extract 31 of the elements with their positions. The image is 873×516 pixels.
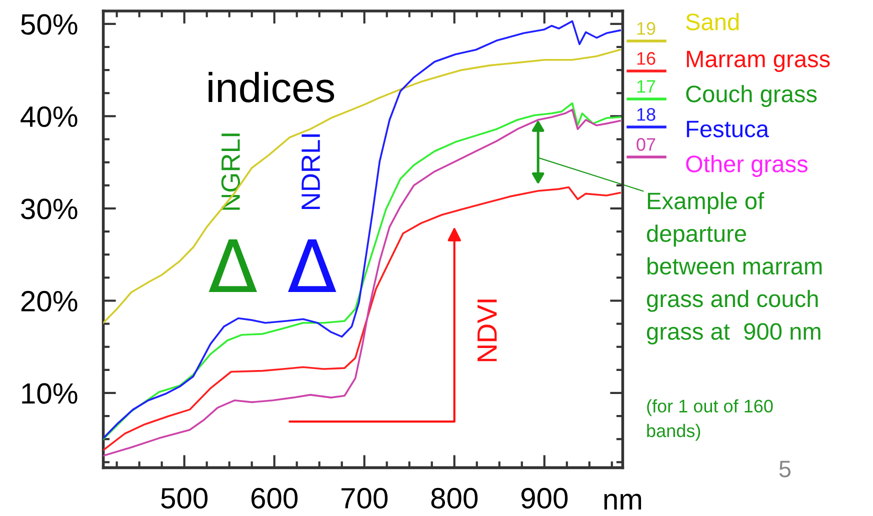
text: Sand — [686, 12, 739, 30]
annotation: Δ — [288, 239, 336, 292]
text: 17 — [637, 80, 656, 93]
x-axis-title: nm — [604, 494, 642, 510]
line-series — [103, 20, 621, 440]
x-tick-label: 600 — [251, 488, 298, 509]
legend-label: Other grass — [686, 154, 808, 178]
y-tick-label: 40% — [20, 106, 78, 128]
annotation: NGRLI — [221, 134, 240, 210]
y-tick-label: 50% — [21, 14, 78, 35]
x-tick-label: 800 — [431, 488, 478, 509]
x-tick-label: 700 — [342, 488, 388, 509]
text: 19 — [637, 22, 656, 35]
annotation: NDRLI — [302, 134, 320, 209]
annotation: NDVI — [478, 300, 497, 362]
x-tick-label: 500 — [161, 488, 208, 509]
text: 5 — [779, 460, 791, 478]
annotation: Δ — [208, 239, 258, 292]
annotation: indices — [208, 72, 334, 102]
text: 18 — [637, 108, 656, 121]
legend-label: Festuca — [686, 120, 769, 138]
text: 07 — [636, 138, 656, 151]
y-tick-label: 30% — [21, 198, 78, 220]
text: 16 — [637, 52, 656, 65]
legend-label: Couch grass — [686, 84, 817, 108]
legend-label: Marram grass — [686, 50, 830, 72]
x-tick-label: 900 — [521, 488, 568, 509]
text: Example of departure between marram grass and couch grass at 900 nm — [646, 192, 822, 344]
text: (for 1 out of 160 bands) — [647, 399, 773, 441]
y-tick-label: 20% — [21, 290, 78, 312]
y-tick-label: 10% — [22, 383, 78, 404]
